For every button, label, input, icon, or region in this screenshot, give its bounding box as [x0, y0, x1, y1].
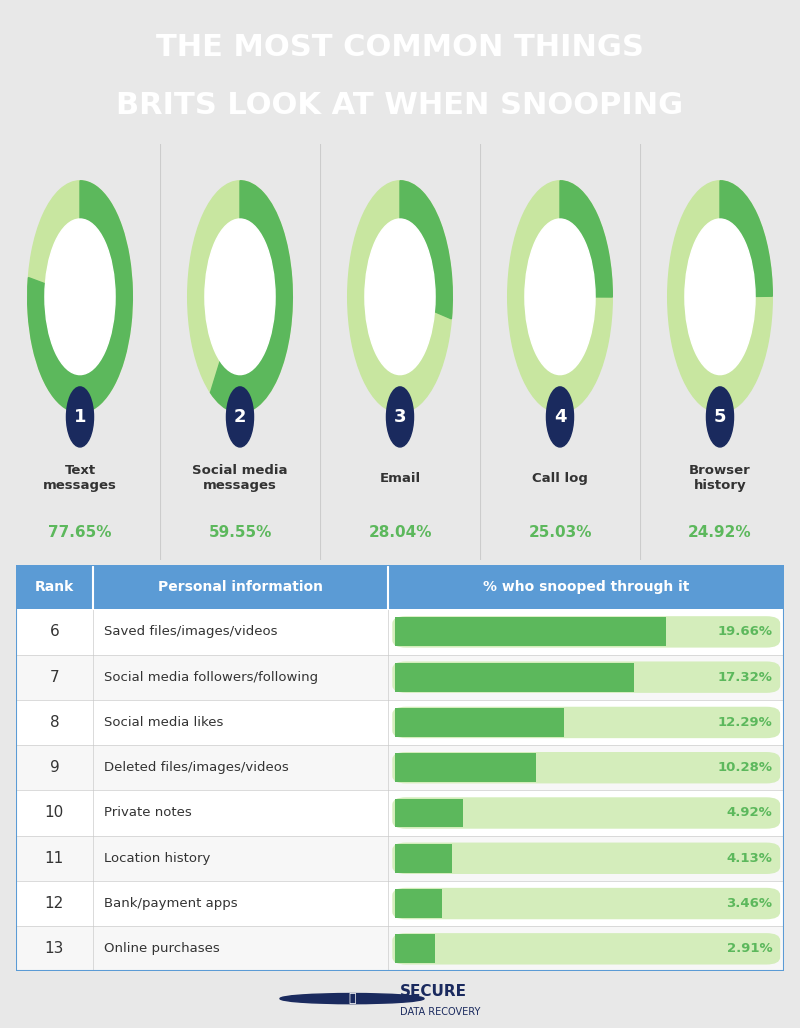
FancyBboxPatch shape: [16, 655, 784, 700]
FancyBboxPatch shape: [16, 791, 784, 836]
FancyBboxPatch shape: [392, 798, 780, 829]
Text: 28.04%: 28.04%: [368, 525, 432, 541]
Text: Social media followers/following: Social media followers/following: [104, 670, 318, 684]
Circle shape: [66, 387, 94, 447]
FancyBboxPatch shape: [16, 565, 784, 610]
Text: 59.55%: 59.55%: [208, 525, 272, 541]
Text: 12: 12: [45, 896, 64, 911]
Circle shape: [280, 993, 424, 1003]
Wedge shape: [28, 181, 132, 413]
Text: 7: 7: [50, 669, 59, 685]
Text: 3: 3: [394, 408, 406, 426]
Text: Deleted files/images/videos: Deleted files/images/videos: [104, 761, 289, 774]
Text: 12.29%: 12.29%: [718, 715, 773, 729]
Wedge shape: [348, 181, 452, 413]
Text: 3.46%: 3.46%: [726, 897, 773, 910]
Text: 13: 13: [45, 942, 64, 956]
Wedge shape: [28, 181, 132, 413]
FancyBboxPatch shape: [394, 844, 452, 873]
FancyBboxPatch shape: [392, 843, 780, 874]
Circle shape: [45, 219, 115, 374]
Circle shape: [546, 387, 574, 447]
Text: 19.66%: 19.66%: [718, 625, 773, 638]
FancyBboxPatch shape: [16, 700, 784, 745]
Text: 10.28%: 10.28%: [718, 761, 773, 774]
Text: 77.65%: 77.65%: [48, 525, 112, 541]
Circle shape: [525, 219, 595, 374]
Text: 4.92%: 4.92%: [726, 807, 773, 819]
Wedge shape: [210, 181, 292, 413]
Text: Bank/payment apps: Bank/payment apps: [104, 897, 238, 910]
FancyBboxPatch shape: [392, 752, 780, 783]
Text: 8: 8: [50, 714, 59, 730]
Circle shape: [205, 219, 275, 374]
Text: Text
messages: Text messages: [43, 465, 117, 492]
FancyBboxPatch shape: [394, 799, 462, 828]
Circle shape: [226, 387, 254, 447]
Text: Browser
history: Browser history: [689, 465, 751, 492]
Text: % who snooped through it: % who snooped through it: [483, 581, 690, 594]
Text: DATA RECOVERY: DATA RECOVERY: [400, 1007, 480, 1017]
Wedge shape: [508, 181, 612, 413]
Text: Rank: Rank: [34, 581, 74, 594]
Text: 4: 4: [554, 408, 566, 426]
Text: 9: 9: [50, 761, 59, 775]
Wedge shape: [668, 181, 772, 413]
Wedge shape: [560, 181, 612, 297]
Text: 10: 10: [45, 806, 64, 820]
Text: THE MOST COMMON THINGS: THE MOST COMMON THINGS: [156, 33, 644, 62]
FancyBboxPatch shape: [16, 881, 784, 926]
FancyBboxPatch shape: [394, 618, 666, 647]
Circle shape: [706, 387, 734, 447]
Text: 2.91%: 2.91%: [727, 943, 773, 955]
Text: 17.32%: 17.32%: [718, 670, 773, 684]
Text: Saved files/images/videos: Saved files/images/videos: [104, 625, 278, 638]
Text: 5: 5: [714, 408, 726, 426]
Wedge shape: [188, 181, 292, 413]
Text: Personal information: Personal information: [158, 581, 323, 594]
Text: SECURE: SECURE: [400, 984, 467, 999]
Text: 24.92%: 24.92%: [688, 525, 752, 541]
Text: Private notes: Private notes: [104, 807, 192, 819]
FancyBboxPatch shape: [394, 663, 634, 692]
FancyBboxPatch shape: [394, 889, 442, 918]
Text: Social media
messages: Social media messages: [192, 465, 288, 492]
Wedge shape: [400, 181, 452, 319]
Text: Email: Email: [379, 472, 421, 485]
FancyBboxPatch shape: [394, 708, 564, 737]
FancyBboxPatch shape: [392, 706, 780, 738]
FancyBboxPatch shape: [392, 933, 780, 964]
Circle shape: [386, 387, 414, 447]
FancyBboxPatch shape: [16, 926, 784, 971]
Text: Location history: Location history: [104, 852, 210, 865]
FancyBboxPatch shape: [16, 745, 784, 791]
Text: BRITS LOOK AT WHEN SNOOPING: BRITS LOOK AT WHEN SNOOPING: [117, 91, 683, 120]
Text: Online purchases: Online purchases: [104, 943, 220, 955]
FancyBboxPatch shape: [394, 754, 537, 782]
Text: 🔒: 🔒: [348, 992, 356, 1005]
FancyBboxPatch shape: [16, 610, 784, 655]
Text: Call log: Call log: [532, 472, 588, 485]
Wedge shape: [720, 181, 772, 296]
Text: 1: 1: [74, 408, 86, 426]
Text: Social media likes: Social media likes: [104, 715, 224, 729]
Text: 2: 2: [234, 408, 246, 426]
Text: 11: 11: [45, 851, 64, 866]
Text: 4.13%: 4.13%: [726, 852, 773, 865]
Text: 25.03%: 25.03%: [528, 525, 592, 541]
Circle shape: [365, 219, 435, 374]
FancyBboxPatch shape: [16, 836, 784, 881]
FancyBboxPatch shape: [392, 661, 780, 693]
FancyBboxPatch shape: [392, 888, 780, 919]
FancyBboxPatch shape: [392, 616, 780, 648]
Text: 6: 6: [50, 624, 59, 639]
Circle shape: [685, 219, 755, 374]
FancyBboxPatch shape: [394, 934, 434, 963]
